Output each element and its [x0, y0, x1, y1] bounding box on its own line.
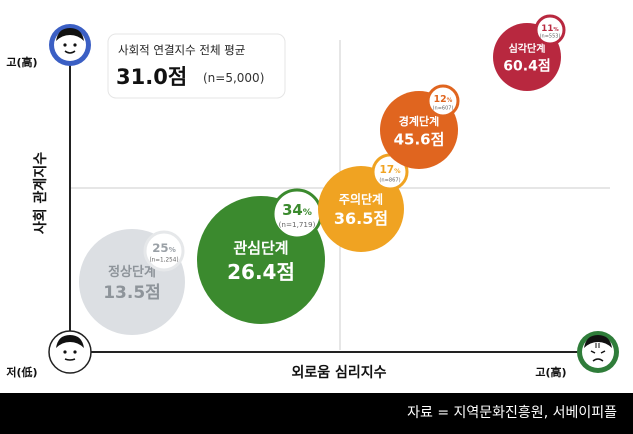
share-badge	[143, 230, 185, 272]
source-caption: 자료 = 지역문화진흥원, 서베이피플	[0, 393, 633, 434]
share-percent: 17%	[379, 164, 401, 176]
stage-score: 26.4점	[227, 260, 295, 284]
x-axis-label: 외로움 심리지수	[291, 364, 386, 381]
stage-name: 심각단계	[509, 42, 546, 55]
stage-score: 45.6점	[394, 130, 445, 148]
stage-score: 13.5점	[103, 283, 161, 303]
stage-bubble: 정상단계 13.5점 25% (n=1,254)	[79, 229, 185, 335]
share-count: (n=1,719)	[279, 220, 316, 229]
stage-name: 정상단계	[108, 264, 156, 280]
share-count: (n=553)	[540, 34, 561, 40]
y-high-label: 고(高)	[6, 55, 37, 69]
share-percent: 11%	[541, 24, 559, 34]
stage-bubble: 경계단계 45.6점 12%(n=607)	[380, 84, 460, 169]
x-high-label: 고(高)	[535, 365, 566, 379]
stage-bubble: 심각단계 60.4점 11%(n=553)	[493, 14, 566, 91]
stage-bubble: 주의단계 36.5점 17%(n=867)	[318, 153, 409, 252]
stage-score: 36.5점	[334, 209, 388, 228]
loneliness-chart: 외로움 심리지수 사회 관계지수 고(高) 저(低) 고(高) 사회적 연결지수…	[6, 14, 619, 381]
share-badge	[534, 14, 566, 46]
neutral-face-icon	[48, 330, 92, 374]
x-low-label: 저(低)	[6, 365, 37, 379]
share-count: (n=607)	[433, 105, 454, 111]
share-count: (n=867)	[379, 177, 400, 183]
stage-score: 60.4점	[503, 57, 550, 74]
share-percent: 25%	[152, 241, 176, 255]
share-count: (n=1,254)	[149, 257, 178, 263]
y-axis-label: 사회 관계지수	[32, 152, 49, 234]
share-percent: 12%	[434, 94, 453, 105]
happy-face-icon	[49, 24, 91, 66]
worried-face-icon	[577, 331, 619, 373]
average-n: (n=5,000)	[203, 71, 264, 85]
share-badge	[426, 84, 460, 118]
stage-name: 주의단계	[339, 191, 383, 206]
stage-name: 경계단계	[399, 114, 439, 128]
average-box: 사회적 연결지수 전체 평균 31.0점 (n=5,000)	[107, 33, 286, 99]
stage-name: 관심단계	[233, 239, 288, 257]
average-title: 사회적 연결지수 전체 평균	[118, 43, 245, 57]
average-value: 31.0점	[116, 65, 187, 89]
stage-bubbles: 정상단계13.5점25%(n=1,254)관심단계26.4점34%(n=1,71…	[79, 14, 566, 335]
